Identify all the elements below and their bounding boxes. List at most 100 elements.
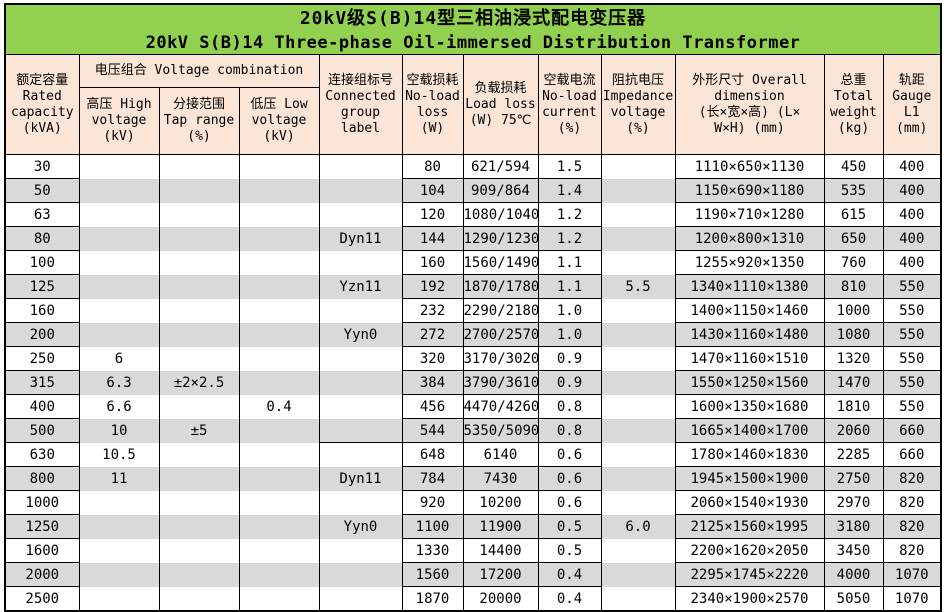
cell-tap-range <box>158 538 240 563</box>
cell-total-weight: 810 <box>823 274 884 299</box>
cell-tap-range <box>158 586 240 611</box>
cell-load-loss: 3790/3610 <box>462 370 539 395</box>
table-row: 80 Dyn11 144 1290/1230 1.2 1200×800×1310 650 40… <box>4 226 942 251</box>
cell-rated-capacity: 250 <box>4 346 80 371</box>
cell-overall-dimension: 1665×1400×1700 <box>674 418 825 443</box>
cell-load-loss: 7430 <box>462 466 539 491</box>
cell-load-loss: 11900 <box>462 514 539 539</box>
cell-total-weight: 3180 <box>823 514 884 539</box>
table-row: 250 6 320 3170/3020 0.9 1470×1160×1510 1320 550 <box>4 346 942 371</box>
cell-no-load-loss: 1870 <box>401 586 464 612</box>
cell-overall-dimension: 1150×690×1180 <box>674 178 825 203</box>
cell-high-voltage <box>78 514 160 539</box>
table-row: 50 104 909/864 1.4 1150×690×1180 535 400 <box>4 178 942 203</box>
cell-total-weight: 650 <box>823 226 884 251</box>
cell-rated-capacity: 200 <box>4 322 80 347</box>
header-load-loss: 负载损耗 Load loss (W) 75℃ <box>462 54 539 155</box>
cell-connected-group <box>318 298 403 323</box>
cell-total-weight: 2750 <box>823 466 884 491</box>
cell-total-weight: 2970 <box>823 490 884 515</box>
cell-overall-dimension: 1190×710×1280 <box>674 202 825 227</box>
cell-overall-dimension: 1470×1160×1510 <box>674 346 825 371</box>
cell-load-loss: 6140 <box>462 442 539 467</box>
cell-load-loss: 17200 <box>462 562 539 587</box>
cell-no-load-current: 1.5 <box>537 154 602 179</box>
cell-no-load-loss: 120 <box>401 202 464 227</box>
cell-high-voltage: 6.3 <box>78 370 160 395</box>
cell-impedance-voltage <box>600 346 676 371</box>
cell-high-voltage <box>78 154 160 179</box>
cell-tap-range <box>158 226 240 251</box>
cell-no-load-loss: 232 <box>401 298 464 323</box>
cell-gauge: 820 <box>882 466 942 491</box>
cell-overall-dimension: 2200×1620×2050 <box>674 538 825 563</box>
header-overall-dimension: 外形尺寸 Overall dimension (长×宽×高) (L× W×H) … <box>674 54 825 155</box>
cell-impedance-voltage <box>600 202 676 227</box>
cell-low-voltage <box>238 346 320 371</box>
cell-rated-capacity: 500 <box>4 418 80 443</box>
cell-connected-group <box>318 562 403 587</box>
cell-rated-capacity: 30 <box>4 154 80 179</box>
cell-gauge: 400 <box>882 178 942 203</box>
cell-connected-group <box>318 538 403 563</box>
cell-total-weight: 2285 <box>823 442 884 467</box>
cell-impedance-voltage <box>600 250 676 275</box>
cell-high-voltage <box>78 562 160 587</box>
table-row: 800 11 Dyn11 784 7430 0.6 1945×1500×1900 2750 82… <box>4 466 942 491</box>
cell-low-voltage <box>238 202 320 227</box>
cell-impedance-voltage <box>600 562 676 587</box>
cell-connected-group <box>318 178 403 203</box>
cell-high-voltage: 6 <box>78 346 160 371</box>
cell-no-load-loss: 784 <box>401 466 464 491</box>
cell-no-load-current: 0.4 <box>537 586 602 612</box>
cell-rated-capacity: 2500 <box>4 586 80 612</box>
cell-gauge: 550 <box>882 298 942 323</box>
cell-connected-group: Yyn0 <box>318 514 403 539</box>
cell-no-load-loss: 320 <box>401 346 464 371</box>
cell-no-load-current: 0.9 <box>537 346 602 371</box>
table-row: 160 232 2290/2180 1.0 1400×1150×1460 1000 550 <box>4 298 942 323</box>
cell-gauge: 660 <box>882 418 942 443</box>
cell-impedance-voltage: 5.5 <box>600 274 676 299</box>
cell-overall-dimension: 1430×1160×1480 <box>674 322 825 347</box>
cell-low-voltage <box>238 154 320 179</box>
header-no-load-current: 空载电流 No-load current (%) <box>537 54 602 155</box>
cell-tap-range <box>158 346 240 371</box>
cell-rated-capacity: 315 <box>4 370 80 395</box>
table-row: 1000 920 10200 0.6 2060×1540×1930 2970 820 <box>4 490 942 515</box>
cell-high-voltage <box>78 202 160 227</box>
cell-total-weight: 1470 <box>823 370 884 395</box>
cell-low-voltage <box>238 226 320 251</box>
cell-overall-dimension: 2125×1560×1995 <box>674 514 825 539</box>
cell-tap-range <box>158 298 240 323</box>
cell-gauge: 400 <box>882 250 942 275</box>
cell-gauge: 1070 <box>882 586 942 612</box>
cell-no-load-loss: 80 <box>401 154 464 179</box>
table-title: 20kV级S(B)14型三相油浸式配电变压器 20kV S(B)14 Three… <box>4 3 942 55</box>
cell-total-weight: 1320 <box>823 346 884 371</box>
cell-no-load-loss: 272 <box>401 322 464 347</box>
cell-load-loss: 1080/1040 <box>462 202 539 227</box>
cell-gauge: 660 <box>882 442 942 467</box>
cell-gauge: 1070 <box>882 562 942 587</box>
cell-low-voltage <box>238 586 320 611</box>
cell-high-voltage <box>78 178 160 203</box>
cell-no-load-current: 0.8 <box>537 394 602 419</box>
cell-low-voltage <box>238 490 320 515</box>
cell-connected-group <box>318 370 403 395</box>
header-connected-group: 连接组标号 Connected group label <box>318 54 403 155</box>
cell-tap-range <box>158 274 240 299</box>
cell-low-voltage <box>238 514 320 539</box>
table-row: 30 80 621/594 1.5 1110×650×1130 450 400 <box>4 154 942 179</box>
cell-tap-range <box>158 466 240 491</box>
cell-impedance-voltage <box>600 322 676 347</box>
cell-tap-range: ±5 <box>158 418 240 443</box>
cell-overall-dimension: 1340×1110×1380 <box>674 274 825 299</box>
cell-rated-capacity: 400 <box>4 394 80 419</box>
header-high-voltage: 高压 High voltage (kV) <box>78 87 160 155</box>
cell-low-voltage <box>238 274 320 299</box>
cell-gauge: 550 <box>882 346 942 371</box>
cell-impedance-voltage <box>600 226 676 251</box>
cell-low-voltage <box>238 538 320 563</box>
cell-tap-range: ±2×2.5 <box>158 370 240 395</box>
